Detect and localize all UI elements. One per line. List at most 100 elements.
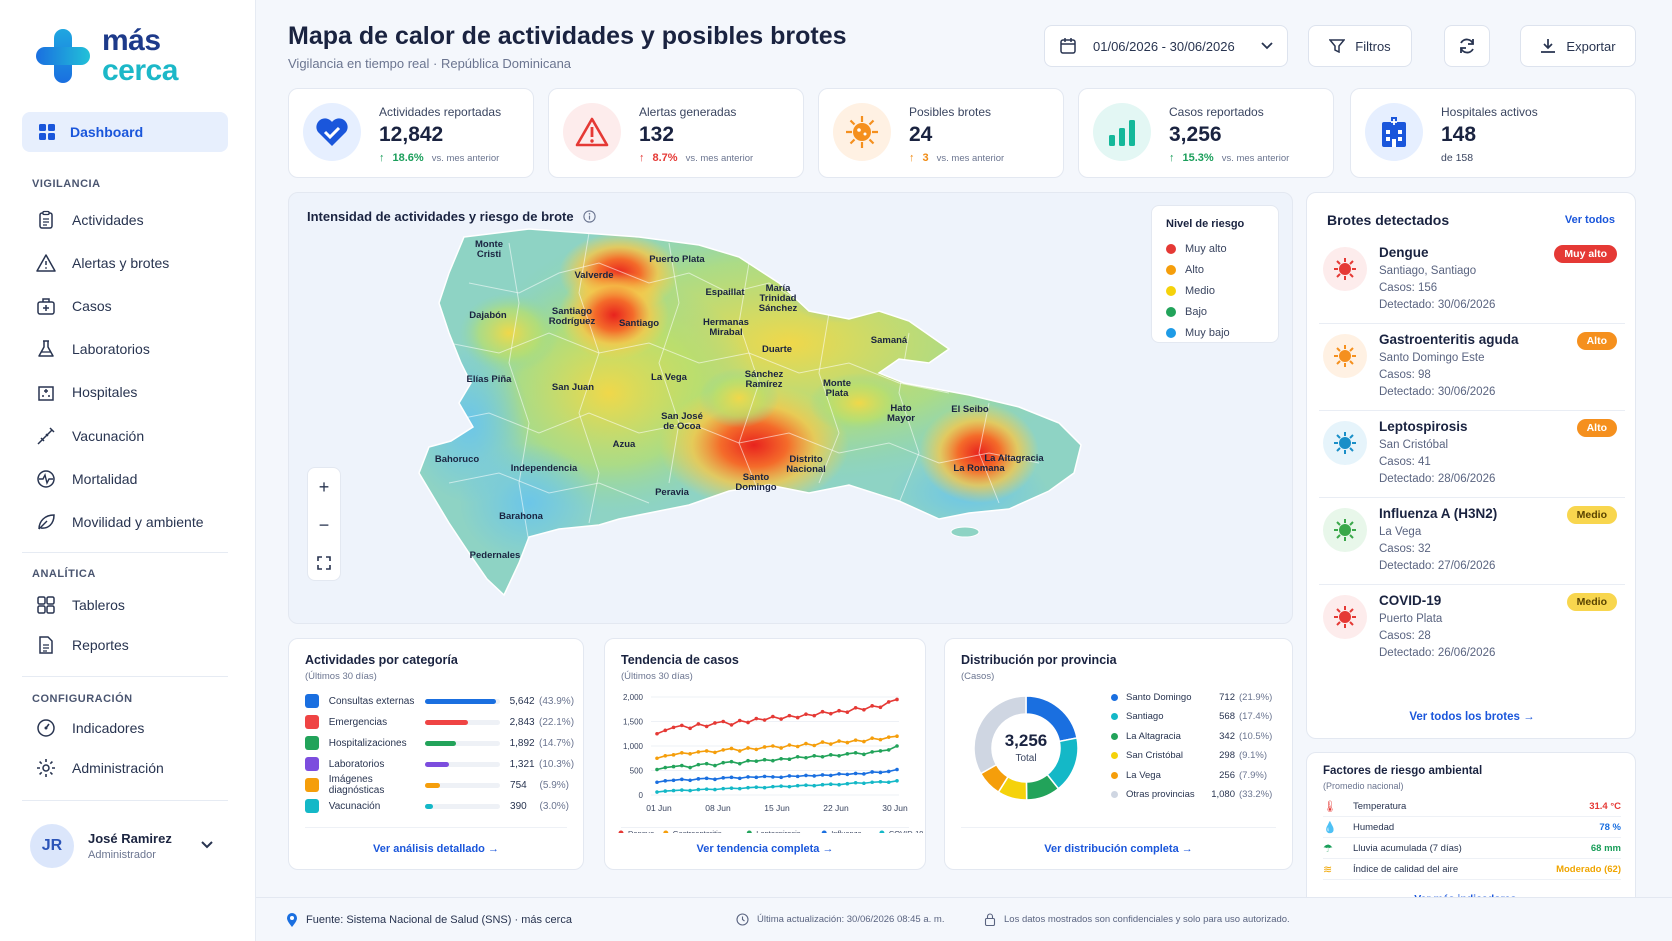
- data-point: [812, 774, 817, 778]
- donut-slice: [973, 695, 1027, 775]
- data-point: [663, 778, 668, 783]
- dominican-republic-map[interactable]: [409, 223, 1169, 618]
- sidebar-item-administración[interactable]: Administración: [36, 758, 164, 778]
- sidebar-item-mortalidad[interactable]: Mortalidad: [36, 469, 137, 489]
- province-label: San Juan: [551, 382, 595, 393]
- legend-label: Dengue: [628, 829, 654, 833]
- see-all-outbreaks-link[interactable]: Ver todos los brotes →: [1307, 711, 1637, 723]
- data-point: [828, 711, 833, 716]
- zoom-in-button[interactable]: +: [318, 476, 330, 497]
- data-point: [671, 788, 676, 793]
- categories-card: Actividades por categoría (Últimos 30 dí…: [288, 638, 584, 870]
- legend-item: Muy bajo: [1166, 322, 1264, 343]
- brand-line1: más: [102, 24, 161, 57]
- sidebar-item-vacunación[interactable]: Vacunación: [36, 426, 144, 446]
- sidebar-item-indicadores[interactable]: Indicadores: [36, 718, 144, 738]
- province-label: Hato Mayor: [887, 403, 915, 424]
- category-row[interactable]: Imágenes diagnósticas 754 (5.9%): [305, 774, 573, 796]
- sidebar-item-movilidad[interactable]: Movilidad y ambiente: [36, 512, 204, 532]
- full-trend-link[interactable]: Ver tendencia completa →: [696, 843, 834, 855]
- sidebar-item-reportes[interactable]: Reportes: [36, 635, 129, 655]
- outbreak-place: Santiago, Santiago: [1379, 265, 1477, 277]
- category-row[interactable]: Vacunación 390 (3.0%): [305, 796, 573, 816]
- logo-cross-icon: [36, 29, 90, 83]
- sidebar-item-label: Vacunación: [72, 428, 145, 444]
- brand-logo[interactable]: más cerca: [36, 26, 178, 86]
- sidebar-item-label: Laboratorios: [72, 341, 150, 357]
- mosquito-icon: [1323, 247, 1367, 291]
- kpi-card-casos[interactable]: Casos reportados 3,256 ↑ 15.3% vs. mes ant…: [1078, 88, 1334, 178]
- province-row[interactable]: Santo Domingo 712 (21.9%): [1111, 689, 1277, 705]
- outbreak-item[interactable]: Influenza A (H3N2) La Vega Casos: 32 Detect…: [1319, 500, 1625, 588]
- sidebar-item-laboratorios[interactable]: Laboratorios: [36, 339, 150, 359]
- kpi-card-actividades[interactable]: Actividades reportadas 12,842 ↑ 18.6% vs. …: [288, 88, 534, 178]
- province-row[interactable]: Otras provincias 1,080 (33.2%): [1111, 787, 1277, 803]
- category-row[interactable]: Laboratorios 1,321 (10.3%): [305, 754, 574, 774]
- data-point: [845, 772, 850, 777]
- category-value: 2,843: [509, 716, 535, 728]
- data-point: [895, 734, 899, 738]
- sidebar-item-hospitales[interactable]: Hospitales: [36, 382, 137, 402]
- category-row[interactable]: Hospitalizaciones 1,892 (14.7%): [305, 733, 574, 753]
- date-range-value: 01/06/2026 - 30/06/2026: [1093, 38, 1235, 54]
- kpi-card-alertas[interactable]: Alertas generadas 132 ↑ 8.7% vs. mes anter…: [548, 88, 804, 178]
- outbreak-item[interactable]: Leptospirosis San Cristóbal Casos: 41 Detec…: [1319, 413, 1625, 501]
- sidebar-item-casos[interactable]: Casos: [36, 296, 112, 316]
- filters-button[interactable]: Filtros: [1308, 25, 1412, 67]
- outbreak-item[interactable]: Gastroenteritis aguda Santo Domingo Este C…: [1319, 326, 1625, 414]
- fullscreen-button[interactable]: [308, 544, 340, 582]
- refresh-button[interactable]: [1444, 25, 1490, 67]
- see-all-link[interactable]: Ver todos: [1564, 214, 1615, 226]
- data-point: [688, 788, 692, 793]
- province-donut-chart[interactable]: [963, 685, 1089, 811]
- date-range-picker[interactable]: 01/06/2026 - 30/06/2026: [1044, 25, 1288, 67]
- province-row[interactable]: La Altagracia 342 (10.5%): [1111, 728, 1277, 744]
- kpi-label: Actividades reportadas: [379, 105, 502, 119]
- outbreak-name: Gastroenteritis aguda: [1379, 332, 1519, 347]
- province-row[interactable]: Santiago 568 (17.4%): [1111, 709, 1277, 725]
- province-card: Distribución por provincia (Casos) 3,256…: [944, 638, 1293, 870]
- category-bar-fill: [424, 698, 496, 704]
- x-tick-label: 01 Jun: [646, 803, 672, 813]
- info-icon[interactable]: [583, 210, 596, 223]
- data-point: [853, 771, 858, 776]
- province-row[interactable]: San Cristóbal 298 (9.1%): [1111, 748, 1277, 764]
- full-distribution-link[interactable]: Ver distribución completa →: [1044, 843, 1193, 855]
- data-point: [771, 775, 775, 779]
- divider: [22, 800, 228, 801]
- divider: [1319, 584, 1625, 585]
- data-point: [754, 775, 759, 780]
- outbreak-item[interactable]: COVID-19 Puerto Plata Casos: 28 Detectado: …: [1319, 587, 1625, 675]
- gear-icon: [37, 759, 55, 777]
- legend-item: Medio: [1166, 280, 1264, 301]
- sidebar-item-label: Mortalidad: [72, 471, 138, 487]
- xray-icon: [305, 778, 319, 792]
- export-button[interactable]: Exportar: [1520, 25, 1636, 67]
- zoom-out-button[interactable]: −: [318, 514, 330, 535]
- legend-label: COVID-19: [889, 829, 924, 833]
- kpi-card-hospitales[interactable]: Hospitales activos 148 de 158: [1350, 88, 1636, 178]
- chevron-down-icon[interactable]: [200, 840, 214, 850]
- category-row[interactable]: Emergencias 2,843 (22.1%): [305, 712, 574, 732]
- sidebar-item-actividades[interactable]: Actividades: [36, 210, 144, 230]
- sidebar-item-alertas[interactable]: Alertas y brotes: [36, 253, 169, 273]
- data-point: [837, 772, 841, 776]
- data-point: [771, 714, 775, 719]
- province-label: Bahoruco: [434, 454, 480, 465]
- data-point: [754, 785, 759, 789]
- province-label: San José de Ocoa: [661, 411, 703, 432]
- category-pct: (43.9%): [539, 695, 575, 707]
- outbreak-item[interactable]: Dengue Santiago, Santiago Casos: 156 Detect…: [1319, 239, 1625, 327]
- sidebar-item-dashboard[interactable]: Dashboard: [22, 112, 228, 152]
- category-row[interactable]: Consultas externas 5,642 (43.9%): [305, 691, 575, 711]
- sidebar-item-tableros[interactable]: Tableros: [36, 595, 125, 615]
- user-menu[interactable]: JR José Ramirez Administrador: [30, 820, 230, 872]
- virus-icon: [833, 103, 891, 161]
- heart-check-icon: [303, 103, 361, 161]
- detailed-analysis-link[interactable]: Ver análisis detallado →: [373, 843, 499, 855]
- province-row[interactable]: La Vega 256 (7.9%): [1111, 767, 1277, 783]
- kpi-card-brotes[interactable]: Posibles brotes 24 ↑ 3 vs. mes anterior: [818, 88, 1064, 178]
- data-point: [746, 758, 750, 763]
- data-point: [845, 752, 850, 756]
- trend-line-chart[interactable]: 2,000 1,500 1,000 500 001 Jun 08 Jun 15 Jun 22 …: [605, 683, 927, 833]
